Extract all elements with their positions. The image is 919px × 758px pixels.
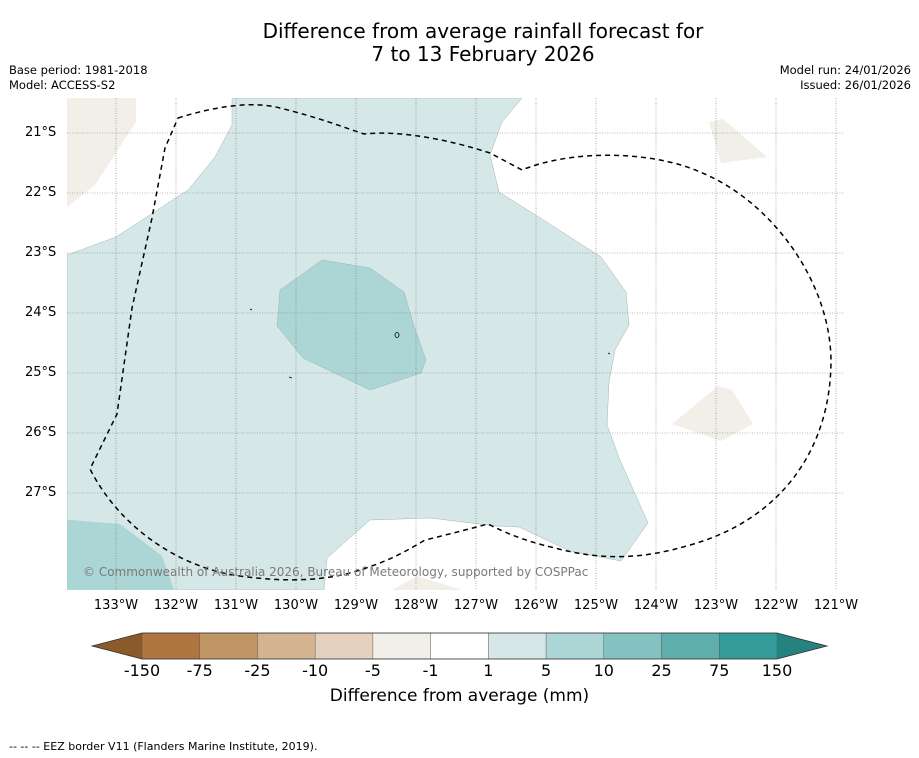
longitude-label: 128°W: [393, 598, 439, 613]
colorbar-label: Difference from average (mm): [329, 686, 590, 706]
map-area: [67, 98, 843, 590]
colorbar-cell: [488, 632, 547, 660]
colorbar-cell: [545, 632, 605, 660]
colorbar-tick-label: 75: [709, 661, 730, 680]
colorbar-tick-label: 10: [593, 661, 614, 680]
longitude-label: 123°W: [693, 598, 739, 613]
island-markers: [249, 308, 611, 379]
colorbar-cell: [430, 632, 489, 660]
base-period: Base period: 1981-2018: [9, 63, 148, 77]
colorbar-cell: [141, 632, 200, 660]
longitude-label: 131°W: [213, 598, 259, 613]
colorbar-tick-label: -75: [186, 661, 213, 680]
dry-region-northwest: [67, 98, 136, 207]
longitude-label: 129°W: [333, 598, 379, 613]
latitude-label: 26°S: [25, 425, 57, 440]
graticule: [67, 98, 843, 590]
colorbar-tick-label: -5: [364, 661, 381, 680]
latitude-label: 23°S: [25, 245, 57, 260]
latitude-label: 21°S: [25, 125, 57, 140]
colorbar: [90, 632, 829, 660]
latitude-label: 24°S: [25, 305, 57, 320]
longitude-label: 130°W: [273, 598, 319, 613]
colorbar-tick-label: 1: [483, 661, 494, 680]
latitude-label: 27°S: [25, 485, 57, 500]
copyright-notice: © Commonwealth of Australia 2026, Bureau…: [83, 565, 589, 579]
longitude-label: 125°W: [573, 598, 619, 613]
longitude-label: 132°W: [153, 598, 199, 613]
wet-region-5-to-10mm-southwest: [67, 520, 174, 590]
colorbar-cell: [199, 632, 258, 660]
colorbar-cell: [257, 632, 316, 660]
colorbar-tick-label: -10: [302, 661, 329, 680]
colorbar-cell: [719, 632, 778, 660]
colorbar-tick-label: 150: [761, 661, 793, 680]
colorbar-cell: [661, 632, 720, 660]
longitude-label: 121°W: [813, 598, 859, 613]
longitude-label: 127°W: [453, 598, 499, 613]
longitude-label: 126°W: [513, 598, 559, 613]
latitude-label: 22°S: [25, 185, 57, 200]
colorbar-over-arrow: [777, 633, 827, 659]
longitude-label: 124°W: [633, 598, 679, 613]
colorbar-tick-label: 5: [540, 661, 552, 680]
colorbar-tick-label: 25: [651, 661, 672, 680]
eez-border: [89, 103, 832, 581]
dry-region-northeast: [709, 119, 767, 163]
longitude-label: 122°W: [753, 598, 799, 613]
colorbar-tick-label: -150: [123, 661, 161, 680]
issued-date: Issued: 26/01/2026: [800, 78, 911, 92]
colorbar-cell: [372, 632, 431, 660]
eez-border-legend: -- -- -- EEZ border V11 (Flanders Marine…: [9, 740, 318, 753]
model-run: Model run: 24/01/2026: [779, 63, 911, 77]
colorbar-cell: [314, 632, 374, 660]
latitude-label: 25°S: [25, 365, 57, 380]
wet-region-5-to-10mm-center: [276, 259, 427, 391]
colorbar-cell: [603, 632, 662, 660]
dry-region-south: [392, 576, 462, 590]
longitude-label: 133°W: [93, 598, 139, 613]
colorbar-tick-label: -25: [244, 661, 271, 680]
colorbar-under-arrow: [92, 633, 142, 659]
chart-title-line-2: 7 to 13 February 2026: [371, 42, 595, 66]
model-name: Model: ACCESS-S2: [9, 78, 116, 92]
chart-title-line-1: Difference from average rainfall forecas…: [262, 19, 704, 43]
dry-region-east: [672, 386, 753, 441]
colorbar-tick-label: -1: [422, 661, 439, 680]
